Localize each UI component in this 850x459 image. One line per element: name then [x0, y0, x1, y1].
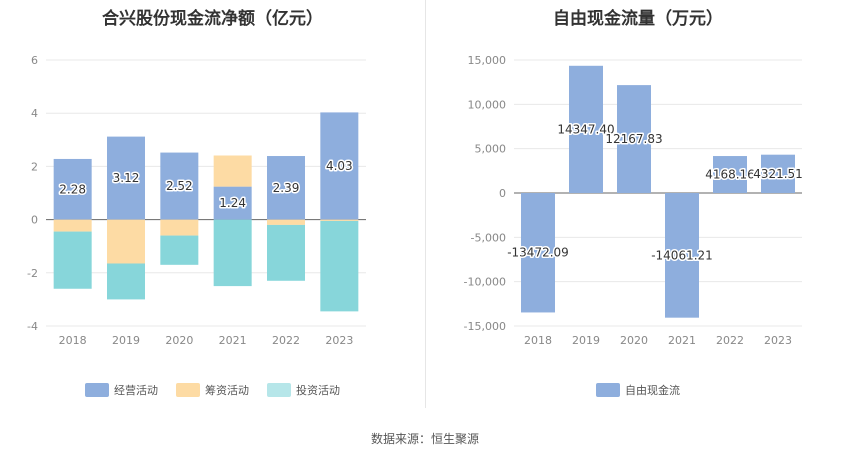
bar-data-label: -13472.09	[507, 246, 569, 260]
bar-data-label: 12167.83	[605, 132, 662, 146]
y-tick-label: -4	[27, 320, 38, 333]
bar-free-cash-flow	[617, 85, 651, 193]
panel-divider	[425, 0, 426, 408]
left-chart-panel: 合兴股份现金流净额（亿元） 6 4 2 0 -2 -4 2.28 2018 3.12 2019 2.…	[0, 0, 425, 410]
bar-operating	[267, 156, 305, 220]
bar-operating	[107, 136, 145, 220]
x-tick-label: 2023	[325, 334, 353, 347]
legend-item-investing[interactable]: 投资活动	[267, 382, 340, 398]
bar-investing	[107, 263, 145, 300]
bar-financing	[160, 219, 199, 236]
right-chart-plot: 15,000 10,000 5,000 0 -5,000 -10,000 -15,000 -1…	[464, 54, 805, 347]
y-tick-label: 15,000	[468, 54, 507, 67]
y-tick-label: 4	[31, 107, 38, 120]
legend-swatch-financing	[176, 383, 200, 397]
bar-operating	[53, 158, 92, 220]
y-tick-label: -15,000	[464, 320, 506, 333]
x-tick-label: 2020	[165, 334, 193, 347]
legend-item-operating[interactable]: 经营活动	[85, 382, 158, 398]
legend-swatch-free-cash-flow	[596, 383, 620, 397]
bar-data-label: 4321.51	[753, 167, 803, 181]
bar-investing	[160, 235, 199, 265]
bar-operating	[160, 152, 199, 220]
bar-operating	[320, 112, 359, 220]
x-tick-label: 2018	[59, 334, 87, 347]
x-tick-label: 2020	[620, 334, 648, 347]
y-tick-label: 0	[499, 187, 506, 200]
legend-swatch-operating	[85, 383, 109, 397]
y-tick-label: 0	[31, 214, 38, 227]
bar-data-label: 14347.40	[557, 122, 614, 136]
y-tick-label: -5,000	[471, 231, 506, 244]
right-chart-title: 自由现金流量（万元）	[553, 9, 723, 29]
legend-label-financing: 筹资活动	[205, 384, 249, 397]
left-chart-legend: 经营活动 筹资活动 投资活动	[0, 382, 425, 398]
y-tick-label: 6	[31, 54, 38, 67]
x-tick-label: 2022	[716, 334, 744, 347]
legend-label-free-cash-flow: 自由现金流	[625, 384, 680, 397]
x-tick-label: 2022	[272, 334, 300, 347]
bar-investing	[320, 220, 359, 312]
bar-data-label: 2.52	[166, 179, 193, 193]
bar-free-cash-flow	[713, 156, 747, 193]
bar-financing	[53, 219, 92, 232]
bar-data-label: 2.39	[273, 181, 300, 195]
bar-data-label: -14061.21	[651, 248, 713, 262]
legend-item-financing[interactable]: 筹资活动	[176, 382, 249, 398]
x-tick-label: 2021	[219, 334, 247, 347]
bar-investing	[267, 224, 305, 281]
x-tick-label: 2021	[668, 334, 696, 347]
bar-data-label: 1.24	[219, 196, 246, 210]
bar-investing	[53, 231, 92, 289]
bar-free-cash-flow	[761, 154, 795, 193]
x-tick-label: 2018	[524, 334, 552, 347]
legend-label-operating: 经营活动	[114, 384, 158, 397]
y-tick-label: -2	[27, 267, 38, 280]
bar-financing	[267, 219, 305, 225]
bar-free-cash-flow	[569, 65, 603, 193]
bar-operating	[213, 186, 252, 220]
legend-item-free-cash-flow[interactable]: 自由现金流	[596, 382, 680, 398]
left-chart-plot: 6 4 2 0 -2 -4 2.28 2018 3.12 2019 2.52 2020 1.24 2021…	[27, 54, 366, 347]
y-tick-label: -10,000	[464, 276, 506, 289]
legend-label-investing: 投资活动	[296, 384, 340, 397]
bar-data-label: 2.28	[59, 182, 86, 196]
right-chart-legend: 自由现金流	[426, 382, 850, 398]
bar-investing	[213, 219, 252, 287]
data-source-note: 数据来源：恒生聚源	[370, 432, 479, 446]
bar-data-label: 3.12	[113, 171, 140, 185]
bar-free-cash-flow	[521, 193, 555, 313]
right-chart-panel: 自由现金流量（万元） 15,000 10,000 5,000 0 -5,000 -10,0…	[426, 0, 850, 410]
x-tick-label: 2019	[572, 334, 600, 347]
x-tick-label: 2023	[764, 334, 792, 347]
left-chart-title: 合兴股份现金流净额（亿元）	[102, 9, 323, 29]
y-tick-label: 10,000	[468, 98, 507, 111]
bar-free-cash-flow	[665, 193, 699, 318]
y-tick-label: 5,000	[475, 143, 507, 156]
y-tick-label: 2	[31, 160, 38, 173]
bar-financing	[107, 219, 145, 264]
legend-swatch-investing	[267, 383, 291, 397]
bar-financing	[320, 219, 359, 221]
bar-data-label: 4.03	[326, 159, 353, 173]
bar-financing	[213, 155, 252, 187]
bar-data-label: 4168.16	[705, 168, 755, 182]
x-tick-label: 2019	[112, 334, 140, 347]
